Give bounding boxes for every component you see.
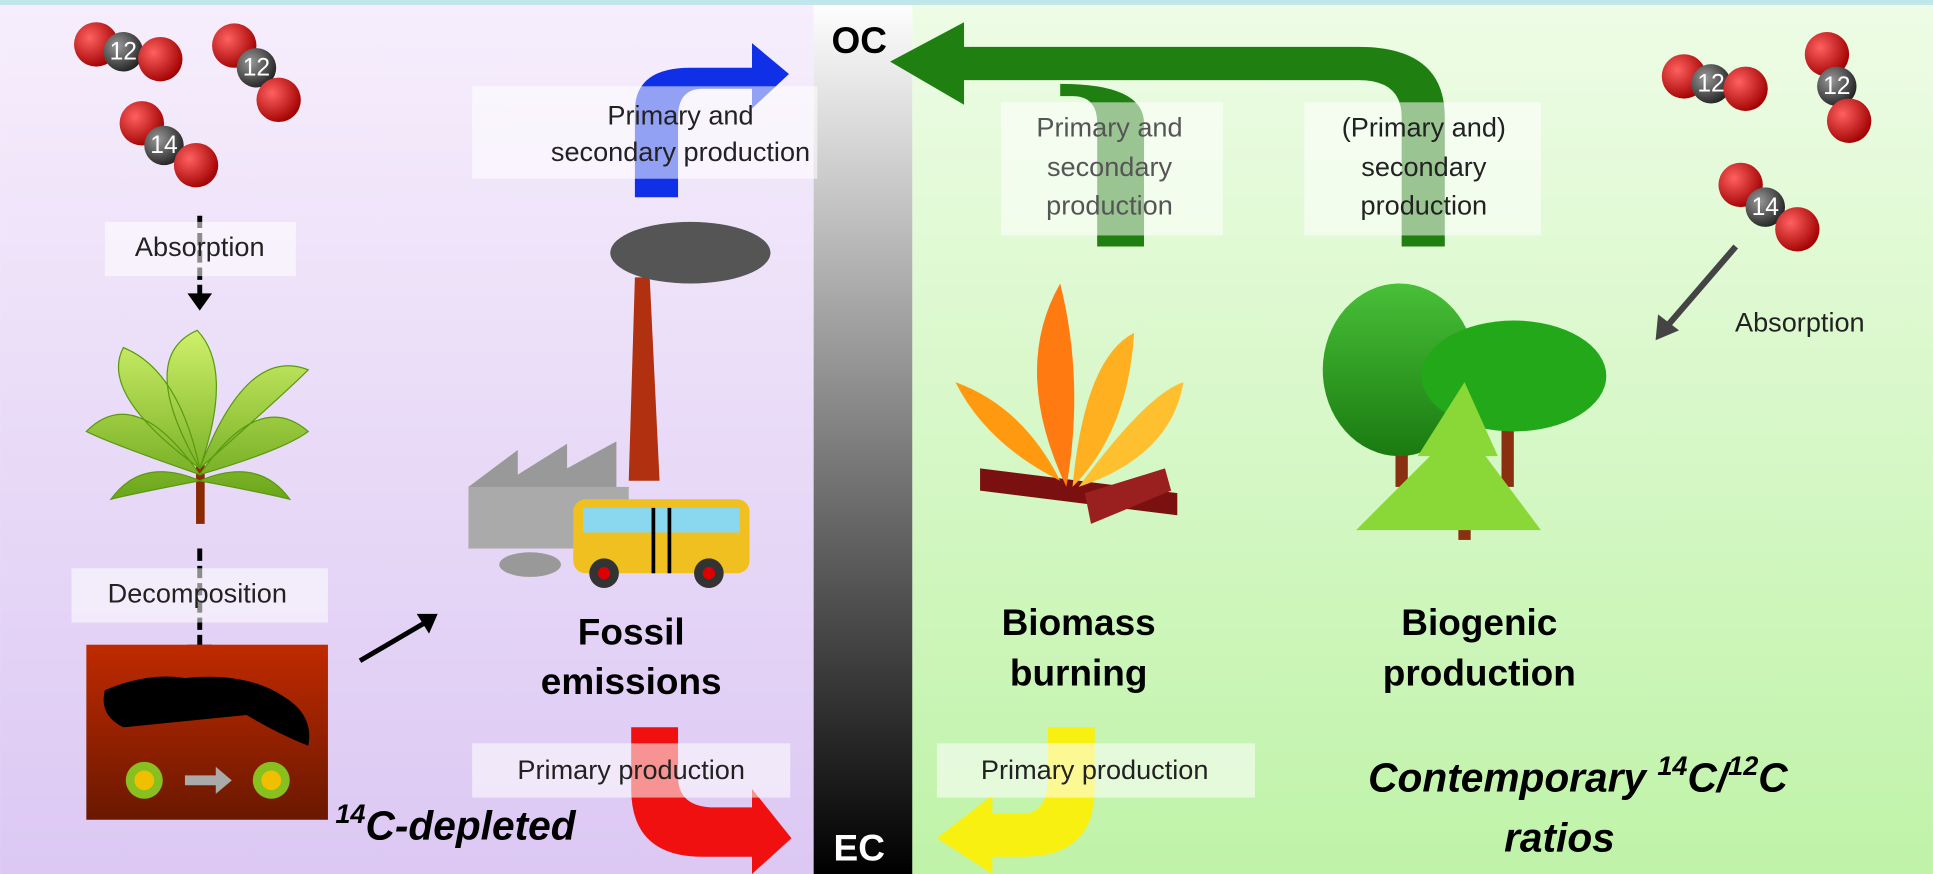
source-label: Biogenic [1401, 602, 1557, 643]
source-label: Biomass [1002, 602, 1156, 643]
isotope-label: 14 [1752, 194, 1779, 221]
top-strip [0, 0, 1933, 5]
ec-label-text: Primary production [981, 754, 1209, 785]
superscript: 12 [1728, 750, 1758, 781]
oxygen-atom [138, 37, 182, 81]
oc-label-line: secondary [1361, 151, 1487, 182]
isotope-label: 12 [1823, 73, 1850, 100]
isotope-label: 12 [1697, 71, 1724, 98]
oc-label-line: production [1361, 189, 1488, 220]
page: {"axis": {"top": "OC", "bottom": "EC"}, … [0, 0, 1933, 874]
absorption-label: Absorption [135, 231, 265, 262]
source-label: emissions [541, 661, 722, 702]
isotope-label: 12 [243, 55, 270, 82]
signature: 14C-depleted [335, 798, 576, 848]
isotope-label: 12 [110, 39, 137, 66]
oc-label-line: (Primary and) [1342, 112, 1506, 143]
oxygen-atom [1775, 207, 1819, 251]
oc-label-line: secondary production [551, 136, 810, 167]
signature: Contemporary 14C/12C [1368, 750, 1788, 800]
decomposition-label: Decomposition [108, 578, 287, 609]
oc-label-line: Primary and [607, 99, 753, 130]
signature-text: C/ [1688, 754, 1732, 800]
signature-text: Contemporary [1368, 754, 1657, 800]
ec-label-text: Primary production [517, 754, 745, 785]
signature: ratios [1504, 814, 1615, 860]
oxygen-atom [174, 143, 218, 187]
diagram: OC EC Absorption Decomposition Primary a… [0, 0, 1933, 874]
soil [86, 645, 328, 820]
oc-label: OC [832, 20, 887, 61]
oc-label-line: Primary and [1036, 112, 1182, 143]
isotope-label: 14 [150, 132, 177, 159]
superscript: 14 [1657, 750, 1687, 781]
oxygen-atom [1827, 99, 1871, 143]
source-label: Fossil [578, 612, 685, 653]
ec-label: EC [834, 827, 885, 868]
absorption-label: Absorption [1735, 306, 1865, 337]
signature-text: C-depleted [366, 802, 577, 848]
oc-ec-scale [814, 0, 913, 874]
source-label: production [1383, 652, 1576, 693]
source-label: burning [1010, 652, 1148, 693]
signature-text: C [1758, 754, 1788, 800]
oc-label-line: secondary [1047, 151, 1173, 182]
oc-label-line: production [1046, 189, 1173, 220]
superscript: 14 [335, 798, 365, 829]
oxygen-atom [1723, 67, 1767, 111]
oxygen-atom [256, 78, 300, 122]
